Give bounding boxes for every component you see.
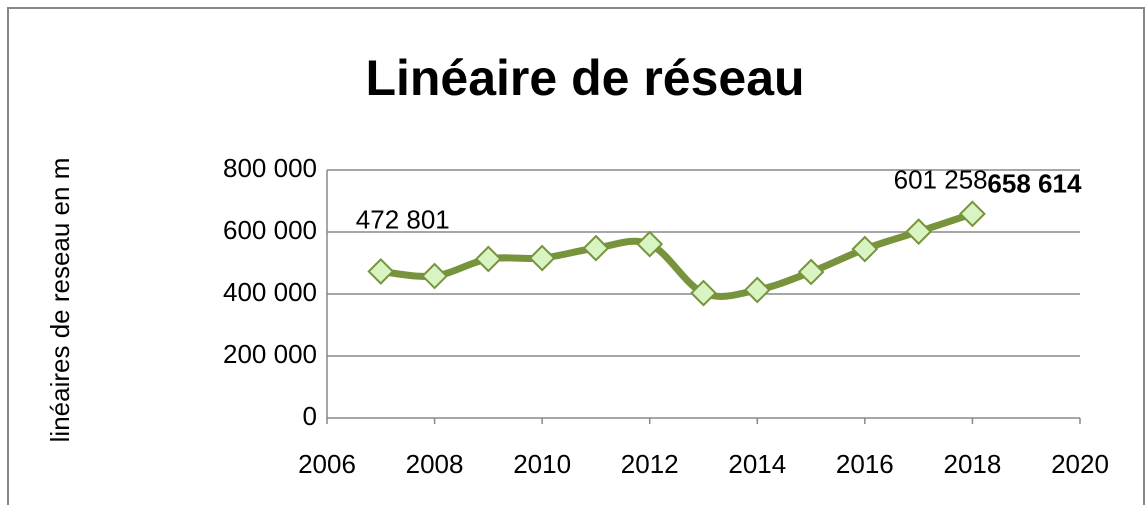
x-tick-label: 2008 bbox=[406, 449, 464, 479]
data-label: 658 614 bbox=[987, 169, 1082, 199]
x-tick-label: 2012 bbox=[621, 449, 679, 479]
marker bbox=[905, 218, 933, 246]
x-tick-label: 2020 bbox=[1051, 449, 1109, 479]
marker bbox=[582, 234, 610, 262]
marker bbox=[959, 200, 986, 228]
marker bbox=[636, 230, 664, 258]
data-label: 472 801 bbox=[356, 204, 450, 234]
marker bbox=[367, 258, 395, 285]
chart-border bbox=[7, 7, 1145, 505]
x-tick-label: 2016 bbox=[836, 449, 894, 479]
marker bbox=[690, 279, 717, 307]
y-tick-label: 200 000 bbox=[223, 339, 317, 369]
marker bbox=[528, 244, 556, 272]
y-tick-label: 0 bbox=[303, 401, 317, 431]
x-tick-label: 2010 bbox=[513, 449, 571, 479]
x-tick-label: 2014 bbox=[728, 449, 786, 479]
marker bbox=[851, 235, 879, 263]
y-tick-label: 800 000 bbox=[223, 153, 317, 183]
y-axis-label: linéaires de reseau en m bbox=[45, 157, 75, 443]
y-tick-label: 400 000 bbox=[223, 277, 317, 307]
x-tick-label: 2006 bbox=[298, 449, 356, 479]
y-tick-label: 600 000 bbox=[223, 215, 317, 245]
x-tick-label: 2018 bbox=[944, 449, 1002, 479]
marker bbox=[743, 276, 771, 304]
marker bbox=[421, 262, 448, 290]
marker bbox=[797, 258, 825, 286]
data-label: 601 258 bbox=[894, 164, 988, 194]
chart-title: Linéaire de réseau bbox=[365, 50, 804, 106]
marker bbox=[474, 245, 502, 273]
